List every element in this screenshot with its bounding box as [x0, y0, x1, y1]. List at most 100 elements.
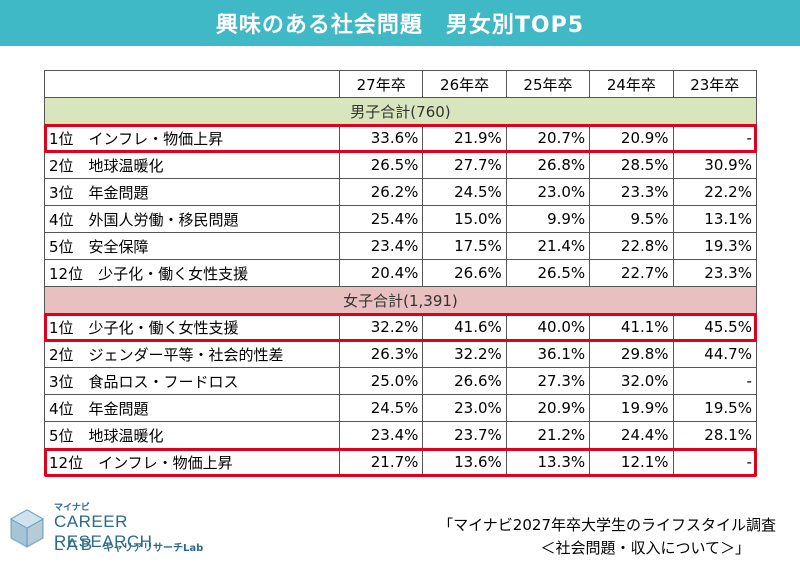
value-cell: 9.5% — [589, 205, 674, 233]
value-cell: 26.5% — [338, 151, 424, 179]
value-cell: 20.9% — [505, 394, 591, 422]
value-cell: 22.8% — [589, 232, 674, 260]
value-cell: 12.1% — [589, 448, 674, 476]
value-cell: 23.4% — [338, 232, 424, 260]
logo-main-text: CAREER RESEARCH — [54, 512, 153, 551]
value-cell: 41.6% — [422, 313, 507, 341]
row-label: 1位 少子化・働く女性支援 — [44, 313, 340, 341]
value-cell: 21.2% — [505, 421, 591, 449]
value-cell: 26.6% — [422, 259, 507, 287]
value-cell: 20.9% — [589, 124, 674, 152]
table-row: 12位 インフレ・物価上昇 21.7% 13.6% 13.3% 12.1% - — [44, 448, 757, 476]
value-cell: - — [672, 124, 757, 152]
value-cell: 30.9% — [672, 151, 757, 179]
value-cell: 36.1% — [505, 340, 591, 368]
year-header: 25年卒 — [505, 70, 591, 98]
value-cell: 25.4% — [338, 205, 424, 233]
value-cell: 13.1% — [672, 205, 757, 233]
value-cell: 26.5% — [505, 259, 591, 287]
table-row: 3位 食品ロス・フードロス 25.0% 26.6% 27.3% 32.0% - — [44, 367, 757, 395]
page-title: 興味のある社会問題 男女別TOP5 — [215, 13, 585, 38]
value-cell: 25.0% — [338, 367, 424, 395]
logo-small-text: マイナビ — [54, 503, 90, 513]
value-cell: 40.0% — [505, 313, 591, 341]
table-row: 4位 外国人労働・移民問題 25.4% 15.0% 9.9% 9.5% 13.1% — [44, 205, 757, 233]
row-label: 1位 インフレ・物価上昇 — [44, 124, 340, 152]
value-cell: 32.0% — [589, 367, 674, 395]
row-label: 5位 安全保障 — [44, 232, 340, 260]
value-cell: 28.5% — [589, 151, 674, 179]
table-row: 4位 年金問題 24.5% 23.0% 20.9% 19.9% 19.5% — [44, 394, 757, 422]
logo-cube-icon — [9, 509, 45, 548]
table-row: 1位 インフレ・物価上昇 33.6% 21.9% 20.7% 20.9% - — [44, 124, 757, 152]
value-cell: 13.6% — [422, 448, 507, 476]
year-header: 27年卒 — [338, 70, 424, 98]
year-header: 24年卒 — [589, 70, 674, 98]
table-row: 1位 少子化・働く女性支援 32.2% 41.6% 40.0% 41.1% 45.5% — [44, 313, 757, 341]
row-label: 4位 外国人労働・移民問題 — [44, 205, 340, 233]
row-label: 12位 少子化・働く女性支援 — [44, 259, 340, 287]
value-cell: 33.6% — [338, 124, 424, 152]
value-cell: 29.8% — [589, 340, 674, 368]
value-cell: 32.2% — [338, 313, 424, 341]
female-group-header-row: 女子合計(1,391) — [44, 286, 757, 314]
row-label: 5位 地球温暖化 — [44, 421, 340, 449]
source-line-1: 「マイナビ2027年卒大学生のライフスタイル調査 — [438, 516, 776, 534]
value-cell: 23.0% — [505, 178, 591, 206]
row-label: 12位 インフレ・物価上昇 — [44, 448, 340, 476]
value-cell: 13.3% — [505, 448, 591, 476]
male-group-header: 男子合計(760) — [44, 97, 757, 125]
value-cell: 23.0% — [422, 394, 507, 422]
value-cell: 19.9% — [589, 394, 674, 422]
value-cell: 20.7% — [505, 124, 591, 152]
table-row: 5位 地球温暖化 23.4% 23.7% 21.2% 24.4% 28.1% — [44, 421, 757, 449]
value-cell: 21.7% — [338, 448, 424, 476]
value-cell: 17.5% — [422, 232, 507, 260]
value-cell: 9.9% — [505, 205, 591, 233]
logo-lab-text: LAB — [54, 535, 96, 554]
row-label: 3位 年金問題 — [44, 178, 340, 206]
value-cell: 26.2% — [338, 178, 424, 206]
value-cell: 27.7% — [422, 151, 507, 179]
value-cell: 23.3% — [589, 178, 674, 206]
value-cell: 24.5% — [338, 394, 424, 422]
logo-sub-text: キャリアリサーチLab — [103, 543, 204, 554]
female-group-header: 女子合計(1,391) — [44, 286, 757, 314]
value-cell: 41.1% — [589, 313, 674, 341]
source-caption: 「マイナビ2027年卒大学生のライフスタイル調査 ＜社会問題・収入について＞」 — [438, 514, 776, 560]
value-cell: 22.7% — [589, 259, 674, 287]
value-cell: - — [672, 448, 757, 476]
value-cell: 22.2% — [672, 178, 757, 206]
value-cell: 24.5% — [422, 178, 507, 206]
ranking-table: 27年卒 26年卒 25年卒 24年卒 23年卒 男子合計(760) 1位 インフ… — [44, 70, 757, 476]
value-cell: 45.5% — [672, 313, 757, 341]
career-research-lab-logo: マイナビ CAREER RESEARCH LAB キャリアリサーチLab — [8, 498, 208, 563]
value-cell: 26.6% — [422, 367, 507, 395]
table-row: 2位 地球温暖化 26.5% 27.7% 26.8% 28.5% 30.9% — [44, 151, 757, 179]
title-bar: 興味のある社会問題 男女別TOP5 — [0, 0, 800, 46]
value-cell: 23.7% — [422, 421, 507, 449]
row-label: 2位 ジェンダー平等・社会的性差 — [44, 340, 340, 368]
value-cell: 19.3% — [672, 232, 757, 260]
table-row: 3位 年金問題 26.2% 24.5% 23.0% 23.3% 22.2% — [44, 178, 757, 206]
table-row: 5位 安全保障 23.4% 17.5% 21.4% 22.8% 19.3% — [44, 232, 757, 260]
row-label: 4位 年金問題 — [44, 394, 340, 422]
source-line-2: ＜社会問題・収入について＞」 — [540, 539, 750, 557]
value-cell: 26.3% — [338, 340, 424, 368]
year-header: 23年卒 — [672, 70, 757, 98]
value-cell: 23.4% — [338, 421, 424, 449]
male-group-header-row: 男子合計(760) — [44, 97, 757, 125]
value-cell: 24.4% — [589, 421, 674, 449]
value-cell: 15.0% — [422, 205, 507, 233]
table-row: 2位 ジェンダー平等・社会的性差 26.3% 32.2% 36.1% 29.8% 44.7… — [44, 340, 757, 368]
value-cell: 19.5% — [672, 394, 757, 422]
corner-cell — [44, 70, 340, 98]
value-cell: - — [672, 367, 757, 395]
year-header-row: 27年卒 26年卒 25年卒 24年卒 23年卒 — [44, 70, 757, 98]
table-row: 12位 少子化・働く女性支援 20.4% 26.6% 26.5% 22.7% 23.3% — [44, 259, 757, 287]
value-cell: 23.3% — [672, 259, 757, 287]
value-cell: 21.4% — [505, 232, 591, 260]
row-label: 2位 地球温暖化 — [44, 151, 340, 179]
value-cell: 28.1% — [672, 421, 757, 449]
value-cell: 27.3% — [505, 367, 591, 395]
